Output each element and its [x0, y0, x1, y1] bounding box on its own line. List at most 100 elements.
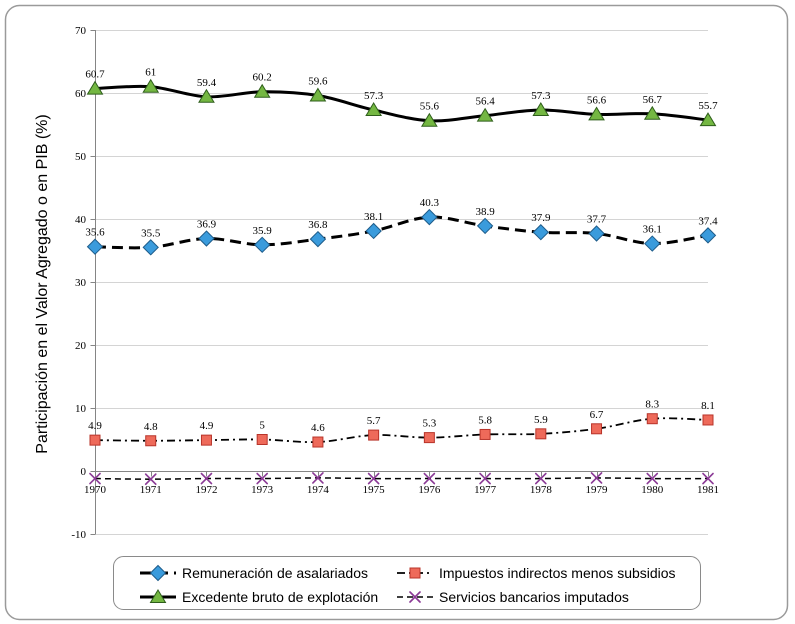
- y-tick-label: 20: [75, 340, 87, 352]
- data-label: 36.9: [197, 219, 217, 231]
- diamond-marker: [142, 239, 159, 256]
- legend-entry: Servicios bancarios imputados: [397, 589, 629, 605]
- triangle-marker: [588, 106, 605, 121]
- data-label: 6.7: [590, 409, 604, 421]
- diamond-marker: [421, 208, 438, 226]
- data-label: 35.6: [85, 227, 105, 239]
- x-tick-label: 1972: [195, 484, 217, 496]
- data-label: 35.5: [141, 227, 161, 239]
- triangle-marker: [198, 88, 215, 103]
- series-2: [89, 413, 714, 448]
- data-label: 4.9: [200, 420, 214, 432]
- data-label: 60.7: [85, 69, 105, 81]
- data-label: 35.9: [253, 225, 273, 237]
- y-tick-label: 40: [75, 214, 87, 226]
- data-label: 5.3: [422, 418, 436, 430]
- data-label: 40.3: [420, 197, 440, 209]
- data-label: 59.6: [308, 76, 328, 88]
- data-label: 36.8: [308, 219, 328, 231]
- data-label: 59.4: [197, 77, 217, 89]
- x-marker-stroke: [89, 472, 101, 485]
- x-tick-label: 1973: [251, 484, 274, 496]
- x-tick-label: 1981: [697, 484, 719, 496]
- diamond-marker: [532, 224, 550, 241]
- data-label: 57.3: [364, 90, 384, 102]
- x-tick-label: 1979: [586, 484, 609, 496]
- series-4: [89, 472, 714, 486]
- data-label: 57.3: [531, 90, 551, 102]
- square-marker: [312, 436, 324, 448]
- diamond-marker: [476, 217, 494, 235]
- legend-label: Remuneración de asalariados: [182, 565, 368, 581]
- x-marker-stroke: [200, 472, 213, 485]
- legend-box: [113, 556, 701, 610]
- diamond-marker: [253, 236, 271, 254]
- triangle-marker: [142, 78, 160, 93]
- x-marker: [479, 472, 491, 485]
- data-label: 37.7: [587, 213, 607, 225]
- x-tick-label: 1970: [84, 484, 107, 496]
- x-tick-label: 1974: [307, 484, 330, 496]
- legend-label: Impuestos indirectos menos subsidios: [439, 565, 676, 581]
- square-marker: [89, 434, 101, 446]
- legend-entry: Excedente bruto de explotación: [140, 589, 378, 605]
- data-label: 5: [259, 420, 265, 432]
- x-marker: [646, 472, 659, 485]
- x-marker: [590, 472, 603, 484]
- x-marker-stroke: [646, 472, 659, 485]
- data-label: 5.7: [367, 415, 381, 427]
- x-marker: [423, 472, 436, 485]
- triangle-marker: [309, 87, 327, 102]
- data-label: 55.6: [420, 101, 440, 113]
- diamond-marker: [699, 227, 717, 244]
- data-label: 37.9: [531, 212, 551, 224]
- x-marker-stroke: [702, 472, 714, 485]
- square-marker: [145, 435, 157, 447]
- square-marker: [646, 413, 658, 425]
- y-tick-label: -10: [71, 529, 86, 541]
- series-3: [86, 78, 717, 127]
- x-marker-stroke: [367, 472, 380, 485]
- data-label: 4.9: [88, 420, 102, 432]
- square-marker: [591, 423, 603, 435]
- x-marker: [89, 472, 101, 485]
- legend-label: Excedente bruto de explotación: [182, 589, 378, 605]
- legend-entry: Remuneración de asalariados: [140, 564, 368, 582]
- x-marker: [702, 472, 714, 485]
- data-label: 38.9: [475, 206, 495, 218]
- square-marker: [256, 434, 268, 445]
- x-marker-stroke: [312, 472, 324, 484]
- x-marker-stroke: [479, 472, 491, 485]
- x-axis: 1970 1971 1972 1973 1974 1975 1976 1977 1978 1979…: [84, 471, 719, 496]
- y-axis-title: Participación en el Valor Agregado o en …: [34, 114, 51, 453]
- chart-border: [4, 4, 789, 621]
- triangle-marker: [86, 80, 104, 95]
- data-label: 8.1: [701, 400, 715, 412]
- data-label: 55.7: [698, 100, 718, 112]
- square-marker: [409, 567, 421, 579]
- legend-label: Servicios bancarios imputados: [439, 589, 629, 605]
- x-marker-stroke: [144, 473, 157, 486]
- data-label: 56.6: [587, 94, 607, 106]
- x-tick-label: 1980: [641, 484, 664, 496]
- square-marker: [535, 428, 547, 440]
- series-1: [86, 208, 717, 256]
- square-marker: [200, 434, 212, 446]
- data-label: 38.1: [364, 211, 383, 223]
- x-marker: [144, 473, 157, 486]
- triangle-marker: [643, 105, 661, 120]
- y-tick-label: 0: [81, 466, 87, 478]
- x-marker: [312, 472, 324, 484]
- x-tick-label: 1977: [474, 484, 497, 496]
- x-tick-label: 1971: [140, 484, 162, 496]
- diamond-marker: [86, 238, 104, 255]
- data-label: 8.3: [645, 399, 659, 411]
- diamond-marker: [309, 230, 327, 248]
- triangle-marker: [699, 112, 717, 127]
- x-marker: [200, 472, 213, 485]
- x-marker: [367, 472, 380, 485]
- x-tick-label: 1975: [363, 484, 386, 496]
- diamond-marker: [365, 222, 382, 240]
